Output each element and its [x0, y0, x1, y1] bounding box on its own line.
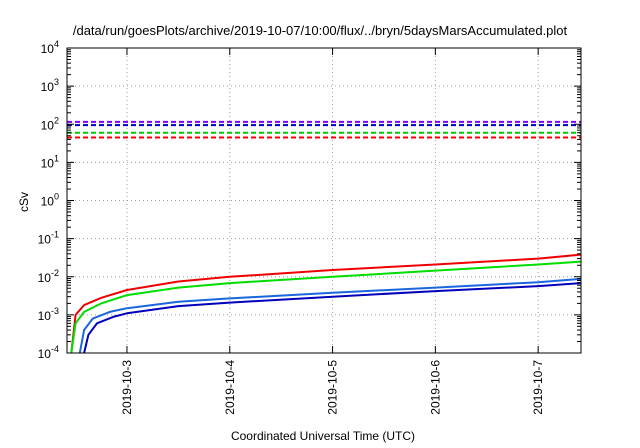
- plot-frame: [66, 47, 582, 354]
- chart-title: /data/run/goesPlots/archive/2019-10-07/1…: [72, 23, 568, 38]
- x-tick-label: 2019-10-7: [531, 360, 545, 415]
- y-tick-label: 10-1: [38, 230, 59, 247]
- y-tick-label: 10-4: [38, 344, 59, 361]
- y-tick-label: 102: [41, 115, 59, 132]
- y-tick-label: 103: [41, 77, 59, 94]
- y-tick-label: 101: [41, 153, 59, 170]
- x-tick-label: 2019-10-4: [223, 360, 237, 415]
- series-line: [70, 260, 581, 353]
- axes: 104 103 102 101 100 10-1 10-2 10-3 10-4 2019-10-3…: [38, 39, 582, 415]
- y-axis-label: cSv: [17, 192, 31, 212]
- threshold-lines: [67, 120, 581, 139]
- series-lines: [70, 253, 581, 353]
- x-tick-label: 2019-10-3: [120, 360, 134, 415]
- series-line: [78, 277, 581, 353]
- y-tick-label: 104: [41, 39, 59, 56]
- series-line: [70, 253, 581, 353]
- y-tick-label: 10-2: [38, 268, 59, 285]
- x-axis-label: Coordinated Universal Time (UTC): [231, 429, 415, 443]
- y-tick-label: 10-3: [38, 306, 59, 323]
- x-tick-label: 2019-10-5: [326, 360, 340, 415]
- x-tick-label: 2019-10-6: [428, 360, 442, 415]
- grid: [67, 48, 581, 353]
- series-line: [83, 282, 581, 353]
- y-tick-label: 100: [41, 192, 59, 209]
